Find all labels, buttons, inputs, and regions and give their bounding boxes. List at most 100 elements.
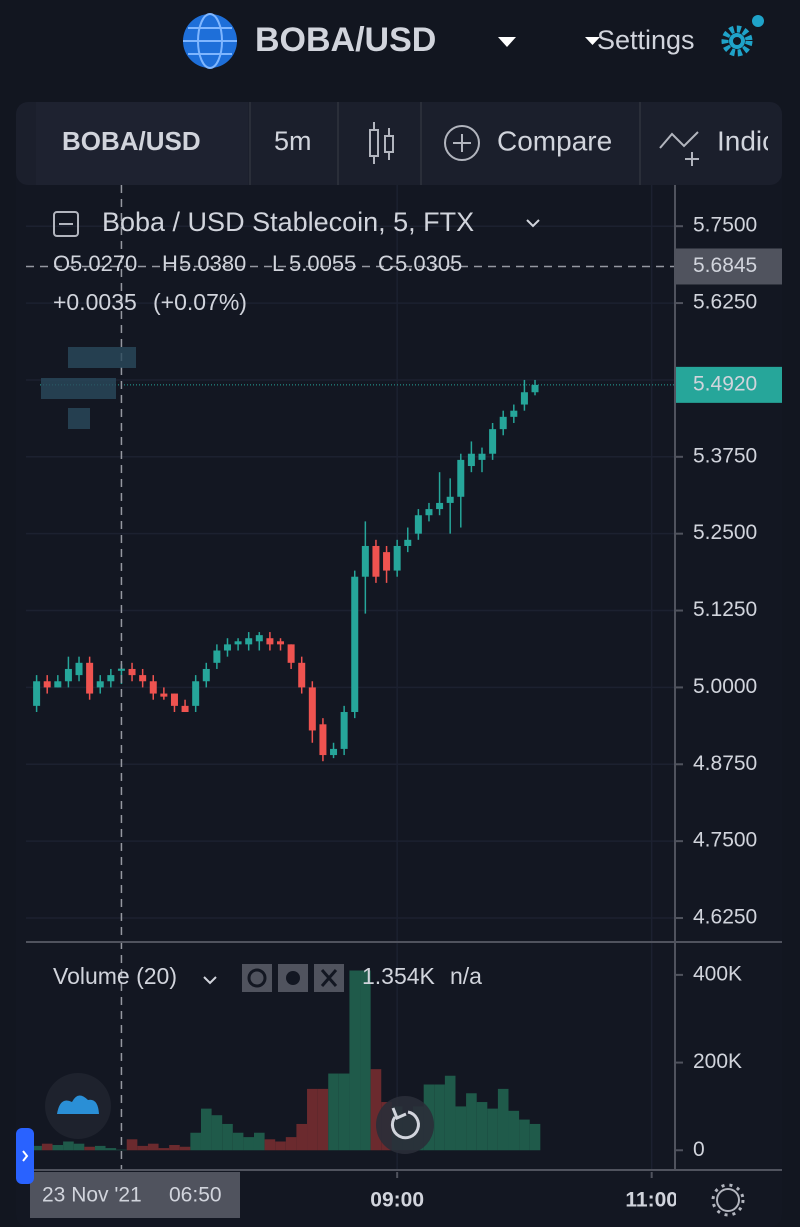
candle-body	[308, 687, 316, 731]
volume-controls[interactable]	[242, 964, 344, 992]
toolbar-symbol[interactable]: BOBA/USD	[62, 126, 201, 156]
reset-button[interactable]	[376, 1096, 434, 1154]
volume-bar	[200, 1108, 212, 1151]
volume-bar	[338, 1073, 350, 1151]
ohlc-value: 5.0380	[179, 251, 246, 276]
y-tick-label: 5.6250	[693, 291, 757, 314]
title-chevron[interactable]	[526, 219, 540, 228]
candle-body	[139, 675, 147, 682]
settings[interactable]: Settings	[597, 25, 695, 55]
candle-body	[202, 668, 210, 682]
candle-body	[520, 392, 528, 405]
axis-settings[interactable]	[711, 1183, 745, 1217]
volume-bar	[307, 1088, 318, 1151]
toolbar-interval[interactable]: 5m	[274, 126, 312, 156]
candle-body	[330, 748, 338, 756]
volume-bar	[73, 1143, 85, 1151]
candle-body	[287, 644, 295, 663]
globe-icon	[183, 13, 237, 69]
symbol-dropdown[interactable]	[498, 37, 516, 47]
candle-body	[223, 644, 231, 651]
tradingview-button[interactable]	[45, 1073, 111, 1139]
change-pct: (+0.07%)	[153, 289, 247, 315]
candle-body	[86, 662, 94, 694]
candle-body	[96, 681, 104, 688]
candle-body	[351, 576, 359, 713]
y-tick-label: 4.8750	[693, 752, 757, 775]
symbol[interactable]: BOBA/USD	[255, 21, 436, 59]
volume-bar	[455, 1106, 467, 1151]
candle-body	[277, 641, 285, 645]
volume-bar	[317, 1088, 329, 1151]
candle-body	[319, 724, 327, 756]
candle-body	[383, 552, 391, 571]
plot	[31, 379, 541, 1151]
last-price-box	[675, 366, 782, 403]
settings-gear[interactable]	[721, 15, 764, 57]
volume-bar	[137, 1145, 148, 1151]
last-price-label: 5.4920	[693, 372, 757, 395]
volume-bar	[328, 1073, 339, 1151]
candle-body	[499, 416, 507, 430]
x-tick-label: 11:00	[625, 1189, 678, 1212]
ohlc-legend: O 5.0270 H 5.0380 L 5.0055 C 5.0305	[53, 251, 462, 276]
x-tick-label: 09:00	[370, 1189, 424, 1212]
volume-bar	[158, 1148, 170, 1151]
toolbar-compare[interactable]: Compare	[497, 125, 612, 156]
side-tab[interactable]	[16, 1128, 34, 1184]
volume-bar	[190, 1132, 201, 1151]
volume-bar	[94, 1145, 106, 1151]
candle-body	[404, 539, 412, 546]
ohlc-letter: H	[162, 251, 178, 276]
volume-bar	[84, 1146, 95, 1151]
candle-body	[107, 675, 115, 682]
volume-bar	[349, 970, 361, 1151]
candle-body	[467, 453, 475, 467]
volume-bar	[434, 1084, 445, 1151]
volume-tick-label: 400K	[693, 962, 742, 985]
volume-bar	[169, 1145, 180, 1151]
chart: 4.6250 4.7500 4.8750 5.0000 5.1250 5.2500 5.37…	[26, 185, 782, 1218]
ohlc-value: 5.0305	[395, 251, 462, 276]
candle-body	[361, 545, 369, 577]
toolbar: BOBA/USD 5m Compare Indicators	[36, 102, 800, 185]
y-tick-label: 5.3750	[693, 444, 757, 467]
crosshair-price-box	[675, 248, 782, 285]
candle-body	[213, 650, 221, 663]
ohlc-letter: O	[53, 251, 70, 276]
ohlc-value: 5.0055	[289, 251, 356, 276]
volume-chevron[interactable]	[203, 976, 217, 985]
volume-bar	[179, 1146, 191, 1151]
candle-body	[234, 641, 242, 645]
volume-bar	[296, 1123, 308, 1151]
candle-body	[298, 662, 306, 688]
volume-bar	[466, 1093, 477, 1151]
symbol-tab	[36, 102, 248, 185]
candle-body	[436, 502, 444, 510]
candle-body	[128, 668, 136, 676]
settings-dropdown[interactable]	[585, 37, 600, 45]
chart-title: Boba / USD Stablecoin, 5, FTX	[102, 207, 474, 237]
legend-collapse[interactable]	[53, 211, 79, 237]
candle-body	[64, 668, 72, 682]
volume-bar	[211, 1115, 223, 1151]
indicators-icon[interactable]	[659, 131, 699, 149]
y-tick-label: 4.6250	[693, 906, 757, 929]
volume-bar	[52, 1145, 64, 1151]
compare-icon[interactable]	[444, 125, 480, 161]
indicators-plus[interactable]	[685, 152, 699, 166]
volume-bar	[476, 1102, 488, 1151]
toolbar-indicators[interactable]: Indicators	[717, 125, 800, 156]
volume-ma: n/a	[450, 963, 482, 989]
candle-type-icon[interactable]	[369, 122, 394, 164]
candle-body	[531, 384, 539, 393]
candle-body	[33, 681, 41, 706]
candle-body	[489, 429, 497, 454]
volume-bar	[508, 1110, 520, 1151]
volume-bar	[41, 1143, 53, 1151]
candle-body	[425, 509, 433, 516]
volume-bar	[31, 1145, 42, 1151]
volume-title: Volume (20)	[53, 963, 177, 989]
candle-body	[181, 705, 189, 713]
